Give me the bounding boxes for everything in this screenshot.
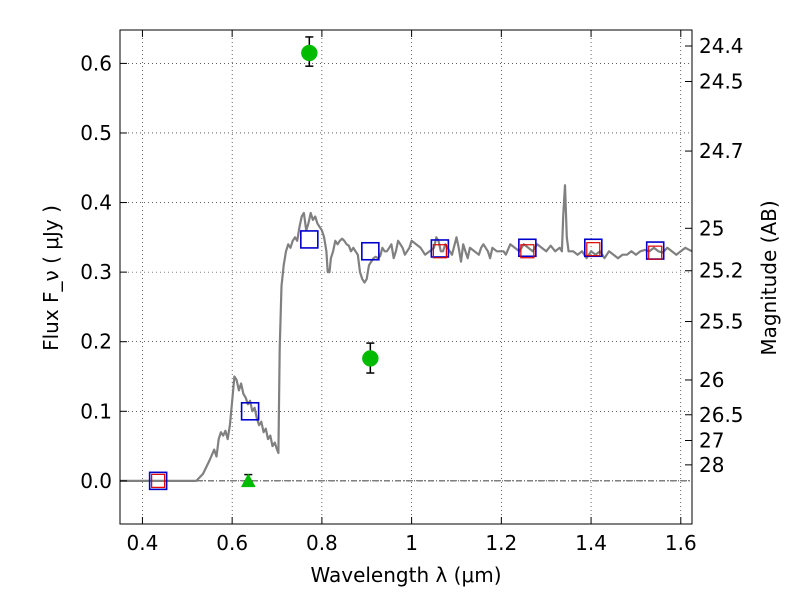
x-tick-label: 0.8 [306,531,338,555]
magnitude-tick-label: 28 [699,453,724,477]
inner-square-point [151,473,166,488]
y-tick-label: 0.0 [80,469,112,493]
magnitude-tick-label: 25 [699,216,724,240]
x-tick-label: 0.6 [216,531,248,555]
inner-square-point [648,245,663,260]
model-photometry-point [148,471,168,491]
x-tick-label: 1.6 [665,531,697,555]
inner-square-point [520,244,535,259]
y-tick-label: 0.3 [80,260,112,284]
inner-square-point [586,242,601,257]
magnitude-tick-label: 24.7 [699,139,744,163]
upper-limit-marker [240,473,256,488]
y-tick-label: 0.1 [80,399,112,423]
y-tick-label: 0.6 [80,51,112,75]
y-axis-label: Flux F_ν ( μJy ) [39,205,63,351]
model-photometry-point [518,238,537,258]
x-tick-label: 1.4 [575,531,607,555]
magnitude-tick-label: 24.5 [699,69,744,93]
plot-frame [119,29,693,525]
chart-marks [120,36,693,491]
y-tick-label: 0.2 [80,330,112,354]
x-axis-label: Wavelength λ (μm) [310,563,501,587]
magnitude-axis-label: Magnitude (AB) [757,200,781,355]
model-photometry-point [361,241,380,261]
x-tick-label: 0.4 [127,531,159,555]
model-spectrum-line [120,184,693,482]
model-photometry-point [584,238,603,258]
x-axis: 0.4 0.6 0.8 1 1.2 1.4 1.6 [127,30,697,555]
y-tick-label: 0.4 [80,191,112,215]
magnitude-tick-label: 24.4 [699,34,744,58]
observed-flux-point [362,350,379,367]
magnitude-tick-label: 26.5 [699,403,744,427]
y-tick-label: 0.5 [80,121,112,145]
magnitude-tick-label: 25.2 [699,259,744,283]
x-tick-label: 1.2 [485,531,517,555]
model-photometry-point [430,239,450,258]
x-tick-label: 1 [405,531,418,555]
observed-flux-point [301,44,318,62]
model-photometry-point [240,401,260,421]
magnitude-tick-label: 27 [699,429,724,453]
magnitude-tick-label: 25.5 [699,310,744,334]
inner-square-point [432,244,447,259]
magnitude-tick-label: 26 [699,368,724,392]
grid [120,30,692,524]
y-axis: 0.0 0.1 0.2 0.3 0.4 0.5 0.6 [80,51,127,493]
model-photometry-point [300,230,319,249]
